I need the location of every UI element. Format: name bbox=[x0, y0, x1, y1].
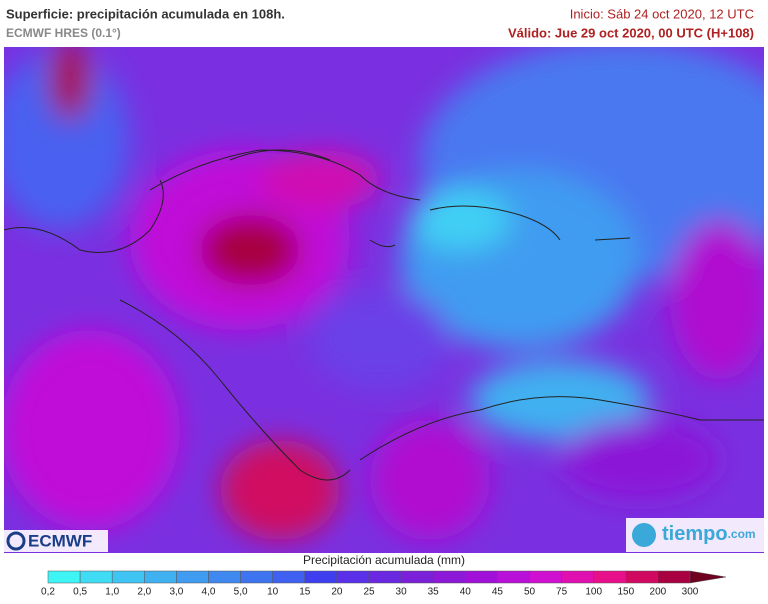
color-box bbox=[144, 570, 177, 584]
color-box bbox=[465, 570, 498, 584]
legend-label: 100 bbox=[585, 587, 602, 598]
color-box bbox=[657, 570, 691, 584]
map bbox=[4, 47, 764, 553]
legend-title: Precipitación acumulada (mm) bbox=[303, 553, 465, 567]
legend-label: 75 bbox=[556, 587, 568, 598]
color-box bbox=[368, 570, 402, 584]
colorbar: 0,2 0,5 1,0 2,0 3,0 4,0 5,0 10 15 20 25 30 35 40 45 50 7… bbox=[41, 570, 727, 598]
ecmwf-logo: ECMWF bbox=[4, 530, 108, 552]
legend-label: 5,0 bbox=[234, 587, 248, 598]
color-box bbox=[561, 570, 594, 584]
color-box bbox=[272, 570, 306, 584]
legend-label: 2,0 bbox=[137, 587, 151, 598]
color-box bbox=[208, 570, 241, 584]
color-box bbox=[240, 570, 273, 584]
init: Inicio: Sáb 24 oct 2020, 12 UTC bbox=[570, 6, 754, 21]
legend-label: 25 bbox=[363, 587, 375, 598]
model: ECMWF HRES (0.1°) bbox=[6, 26, 121, 40]
color-box bbox=[79, 570, 113, 584]
coastline bbox=[4, 149, 764, 481]
color-box bbox=[497, 570, 530, 584]
legend-label: 35 bbox=[428, 587, 440, 598]
legend-label: 150 bbox=[617, 587, 634, 598]
legend-label: 300 bbox=[682, 587, 699, 598]
overflow-arrow bbox=[689, 570, 727, 584]
color-box bbox=[593, 570, 627, 584]
valid: Válido: Jue 29 oct 2020, 00 UTC (H+108) bbox=[508, 25, 754, 40]
legend-label: 4,0 bbox=[202, 587, 216, 598]
color-box bbox=[400, 570, 434, 584]
ecmwf-text: ECMWF bbox=[28, 531, 92, 550]
legend-label: 0,5 bbox=[73, 587, 87, 598]
tiempo-text: tiempo.com bbox=[662, 523, 756, 545]
color-box bbox=[336, 570, 370, 584]
tiempo-logo: tiempo.com bbox=[626, 518, 764, 552]
legend-label: 40 bbox=[460, 587, 472, 598]
color-box bbox=[176, 570, 209, 584]
color-box bbox=[529, 570, 562, 584]
legend-label: 1,0 bbox=[105, 587, 119, 598]
legend-label: 200 bbox=[650, 587, 667, 598]
legend-label: 10 bbox=[267, 587, 279, 598]
legend-label: 0,2 bbox=[41, 587, 55, 598]
color-box bbox=[111, 570, 145, 584]
legend-label: 45 bbox=[492, 587, 504, 598]
color-box bbox=[47, 570, 81, 584]
color-box bbox=[625, 570, 659, 584]
color-box bbox=[304, 570, 338, 584]
legend-label: 50 bbox=[524, 587, 536, 598]
legend-label: 15 bbox=[299, 587, 311, 598]
legend-label: 30 bbox=[396, 587, 408, 598]
color-box bbox=[432, 570, 466, 584]
legend-label: 3,0 bbox=[169, 587, 183, 598]
title: Superficie: precipitación acumulada en 1… bbox=[6, 6, 285, 21]
legend-label: 20 bbox=[331, 587, 343, 598]
